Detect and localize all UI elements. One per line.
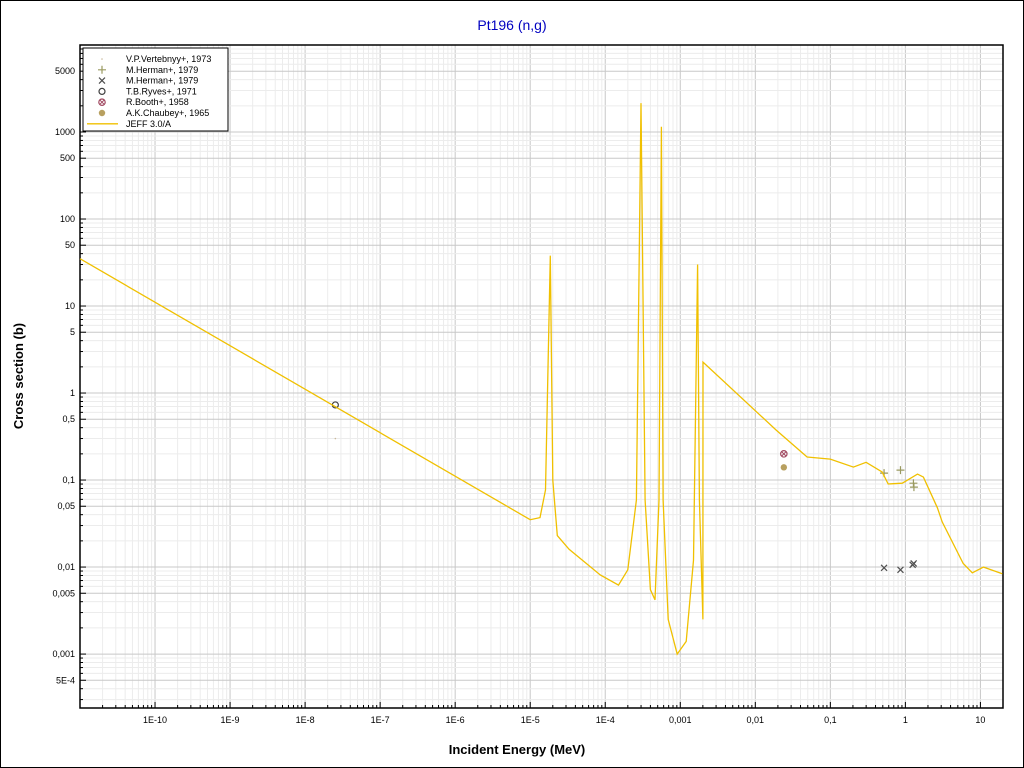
crossed-circle-marker-icon bbox=[98, 98, 106, 107]
x-tick-label: 0,1 bbox=[824, 715, 837, 725]
legend-marker bbox=[98, 87, 106, 96]
data-point bbox=[780, 450, 788, 458]
y-tick-label: 10 bbox=[65, 301, 75, 311]
legend-marker bbox=[98, 77, 106, 85]
legend-entry: M.Herman+, 1979 bbox=[126, 76, 198, 86]
crossed-circle-marker-icon bbox=[780, 450, 788, 458]
x-tick-label: 1 bbox=[903, 715, 908, 725]
y-tick-label: 50 bbox=[65, 240, 75, 250]
data-point bbox=[909, 483, 918, 492]
filled-circle-marker-icon bbox=[780, 464, 788, 471]
legend-entry: T.B.Ryves+, 1971 bbox=[126, 86, 197, 96]
data-marks bbox=[79, 103, 1003, 656]
cross-marker-icon bbox=[897, 566, 904, 574]
y-tick-label: 0,001 bbox=[52, 649, 75, 659]
cross-stroke bbox=[99, 99, 105, 105]
chart-title: Pt196 (n,g) bbox=[477, 17, 546, 33]
legend-box bbox=[82, 47, 229, 132]
dot-marker-icon bbox=[101, 58, 103, 60]
y-tick-label: 1 bbox=[70, 388, 75, 398]
x-tick-label: 1E-4 bbox=[596, 715, 615, 725]
y-tick-label: 0,1 bbox=[62, 475, 75, 485]
cross-marker-icon bbox=[910, 560, 918, 567]
y-tick-label: 500 bbox=[60, 153, 75, 163]
legend-marker bbox=[98, 109, 106, 117]
jeff-curve bbox=[79, 103, 1003, 656]
legend-marker bbox=[98, 98, 106, 107]
y-axis-label: Cross section (b) bbox=[11, 323, 26, 429]
data-point bbox=[880, 564, 888, 572]
dot-marker-icon bbox=[334, 437, 337, 440]
y-tick-label: 0,005 bbox=[52, 588, 75, 598]
x-tick-label: 1E-5 bbox=[521, 715, 540, 725]
axes: 1E-10 1E-9 1E-8 1E-7 1E-6 1E-5 1E-4 0,001 0,01 0,… bbox=[52, 44, 1004, 725]
y-tick-label: 1000 bbox=[55, 127, 75, 137]
x-tick-label: 10 bbox=[975, 715, 985, 725]
y-tick-label: 5000 bbox=[55, 66, 75, 76]
open-circle-marker-icon bbox=[98, 87, 106, 96]
y-tick-label: 5E-4 bbox=[56, 675, 75, 685]
x-tick-label: 1E-7 bbox=[371, 715, 390, 725]
x-tick-label: 1E-6 bbox=[446, 715, 465, 725]
data-point bbox=[910, 560, 918, 567]
legend-entry: JEFF 3.0/A bbox=[126, 119, 171, 129]
filled-circle-marker-icon bbox=[98, 109, 106, 117]
y-tick-label: 0,5 bbox=[62, 414, 75, 424]
legend-entry: M.Herman+, 1979 bbox=[126, 65, 198, 75]
x-tick-label: 0,01 bbox=[747, 715, 765, 725]
data-point bbox=[334, 437, 337, 440]
x-tick-label: 1E-9 bbox=[221, 715, 240, 725]
legend-marker bbox=[98, 65, 106, 74]
plus-marker-icon bbox=[896, 466, 905, 475]
plus-marker-icon bbox=[909, 483, 918, 492]
x-tick-label: 1E-10 bbox=[143, 715, 167, 725]
data-point bbox=[897, 566, 904, 574]
grid bbox=[79, 44, 1004, 708]
legend-entry: A.K.Chaubey+, 1965 bbox=[126, 108, 209, 118]
y-tick-label: 5 bbox=[70, 327, 75, 337]
legend-marker bbox=[101, 58, 103, 60]
data-point bbox=[896, 466, 905, 475]
plus-marker-icon bbox=[98, 65, 106, 74]
y-tick-label: 0,01 bbox=[57, 562, 75, 572]
legend-entry: R.Booth+, 1958 bbox=[126, 97, 189, 107]
cross-marker-icon bbox=[880, 564, 888, 572]
legend-entry: V.P.Vertebnyy+, 1973 bbox=[126, 54, 211, 64]
x-axis-label: Incident Energy (MeV) bbox=[449, 742, 586, 757]
data-point bbox=[780, 464, 788, 471]
y-tick-label: 0,05 bbox=[57, 501, 75, 511]
x-tick-label: 1E-8 bbox=[296, 715, 315, 725]
plot-frame bbox=[79, 44, 1004, 709]
cross-stroke bbox=[781, 451, 787, 457]
cross-marker-icon bbox=[98, 77, 106, 85]
y-tick-label: 100 bbox=[60, 214, 75, 224]
x-tick-label: 0,001 bbox=[669, 715, 692, 725]
